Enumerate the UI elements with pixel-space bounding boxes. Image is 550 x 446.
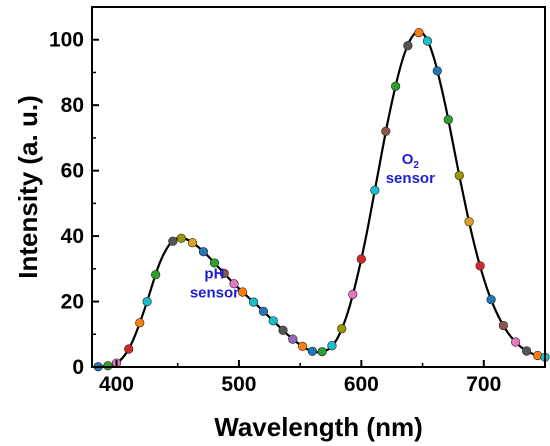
- data-point: [464, 217, 474, 227]
- annotation-line-2: sensor: [190, 285, 239, 302]
- y-tick-label: 40: [61, 225, 84, 248]
- plot-layer: [98, 30, 546, 368]
- data-point: [307, 346, 317, 356]
- data-point: [142, 296, 152, 307]
- data-point: [219, 268, 229, 279]
- marker-layer: [93, 27, 550, 372]
- tick-layer: 400 500 600 700 0 20 40 60 80 100: [49, 29, 546, 396]
- data-point: [348, 289, 358, 299]
- data-point: [370, 185, 380, 195]
- data-point: [249, 297, 259, 307]
- data-point: [288, 334, 298, 344]
- data-point: [454, 170, 464, 181]
- y-tick-label: 80: [61, 94, 84, 117]
- annotation-subscript: 2: [413, 160, 419, 171]
- data-point: [297, 341, 308, 351]
- data-point: [432, 66, 442, 76]
- data-point: [391, 81, 401, 91]
- data-point: [187, 238, 197, 248]
- annotation-line-2: sensor: [386, 170, 435, 187]
- spectrum-line: [98, 30, 546, 368]
- data-point: [103, 361, 113, 371]
- data-point: [151, 270, 161, 280]
- y-tick-label: 0: [72, 356, 84, 379]
- annotation-line-1: O2: [402, 151, 420, 171]
- data-point: [511, 337, 521, 347]
- y-tick-label: 20: [61, 291, 84, 314]
- data-point: [475, 261, 485, 271]
- data-point: [443, 114, 453, 125]
- data-point: [498, 320, 508, 331]
- data-point: [414, 27, 424, 38]
- data-point: [278, 325, 288, 335]
- data-point: [237, 287, 248, 297]
- data-point: [168, 236, 178, 246]
- data-point: [522, 346, 532, 356]
- data-point: [317, 347, 327, 357]
- data-point: [176, 233, 186, 243]
- data-point: [135, 318, 145, 328]
- y-axis-title: Intensity (a. u.): [13, 95, 43, 278]
- y-tick-label: 100: [49, 29, 84, 52]
- plot-frame: [91, 6, 546, 368]
- x-tick-label: 500: [221, 373, 256, 396]
- data-point: [327, 341, 337, 351]
- data-point: [258, 306, 269, 316]
- x-axis-title: Wavelength (nm): [214, 412, 422, 442]
- data-point: [403, 41, 413, 51]
- data-point: [268, 316, 278, 326]
- data-point: [381, 126, 391, 136]
- data-point: [229, 279, 239, 289]
- data-point: [209, 258, 220, 268]
- data-point: [337, 324, 347, 334]
- data-point: [356, 254, 366, 264]
- y-tick-label: 60: [61, 160, 84, 183]
- data-point: [198, 247, 209, 257]
- x-tick-label: 400: [99, 373, 134, 396]
- data-point: [124, 344, 134, 354]
- x-tick-label: 600: [344, 373, 379, 396]
- annotation-line-1: pH: [204, 266, 224, 283]
- data-point: [422, 36, 433, 46]
- x-tick-label: 700: [466, 373, 501, 396]
- data-point: [486, 294, 496, 305]
